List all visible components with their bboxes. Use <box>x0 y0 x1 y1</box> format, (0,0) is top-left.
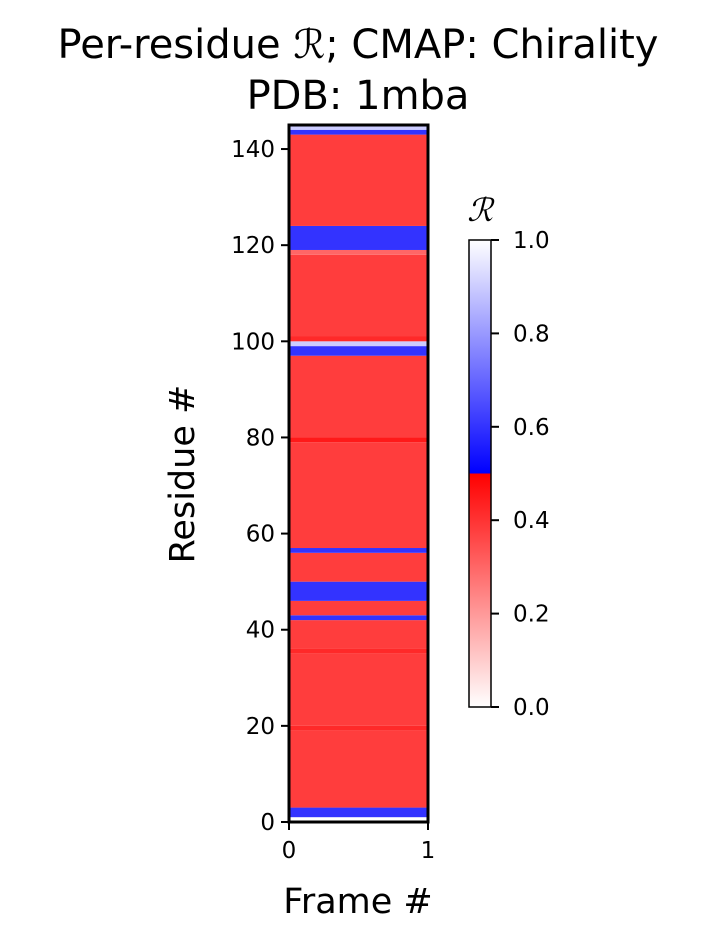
heatmap-cell <box>289 807 428 818</box>
heatmap-cell <box>289 346 428 356</box>
heatmap-cell <box>289 225 428 250</box>
heatmap-cell <box>289 134 428 226</box>
y-tick-label: 60 <box>246 522 275 548</box>
heatmap-plot-area <box>289 125 428 822</box>
x-axis-label: Frame # <box>283 882 433 922</box>
chart-title-line-1: Per-residue ℛ; CMAP: Chirality <box>58 22 659 68</box>
colorbar-tick-label: 0.6 <box>513 415 550 441</box>
heatmap-cell <box>289 437 428 443</box>
y-tick-label: 120 <box>231 233 275 259</box>
colorbar-tick-label: 0.8 <box>513 321 550 347</box>
heatmap-cell <box>289 341 428 347</box>
heatmap-cell <box>289 725 428 731</box>
colorbar <box>468 239 492 708</box>
y-tick-label: 0 <box>260 810 275 836</box>
colorbar-tick-label: 0.4 <box>513 508 550 534</box>
heatmap-cell <box>289 125 428 130</box>
y-tick-label: 100 <box>231 329 275 355</box>
chart-title-line-2: PDB: 1mba <box>247 73 470 119</box>
colorbar-tick-label: 1.0 <box>513 228 550 254</box>
x-tick-label: 0 <box>282 838 297 864</box>
y-axis-ticks: 0 20 40 60 80 100 120 140 <box>231 137 289 836</box>
y-tick-label: 20 <box>246 714 275 740</box>
heatmap-cell <box>289 129 428 135</box>
heatmap-cell <box>289 548 428 553</box>
colorbar-tick-label: 0.2 <box>513 602 550 628</box>
heatmap-cell <box>289 249 428 255</box>
y-tick-label: 80 <box>246 425 275 451</box>
heatmap-cell <box>289 730 428 808</box>
heatmap-cell <box>289 355 428 438</box>
colorbar-label: ℛ <box>467 191 495 229</box>
heatmap-cell <box>289 615 428 621</box>
x-tick-label: 1 <box>421 838 436 864</box>
y-tick-label: 40 <box>246 618 275 644</box>
heatmap-cell <box>289 336 428 342</box>
heatmap-cell <box>289 552 428 582</box>
y-tick-label: 140 <box>231 137 275 163</box>
heatmap-cell <box>289 653 428 726</box>
heatmap-cell <box>289 817 428 822</box>
heatmap-cell <box>289 620 428 649</box>
heatmap-cell <box>289 648 428 654</box>
y-axis-label: Residue # <box>163 385 203 564</box>
colorbar-tick-label: 0.0 <box>513 695 550 721</box>
plot-frame <box>287 123 430 824</box>
colorbar-ticks: 0.0 0.2 0.4 0.6 0.8 1.0 <box>491 228 550 721</box>
heatmap-cell <box>289 254 428 337</box>
heatmap-cell <box>289 581 428 601</box>
heatmap-cell <box>289 442 428 549</box>
heatmap-cell <box>289 600 428 616</box>
